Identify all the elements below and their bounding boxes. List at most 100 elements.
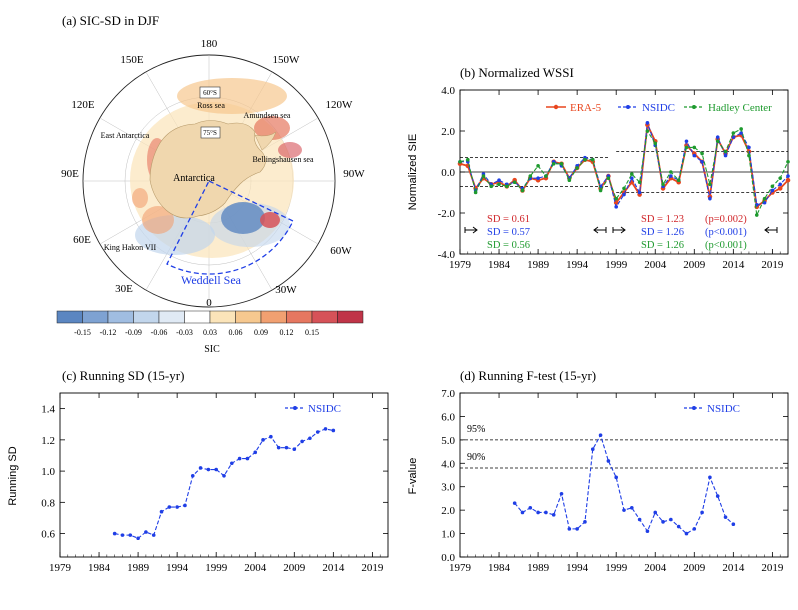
data-point bbox=[785, 177, 791, 183]
lon-label: 30W bbox=[275, 284, 297, 296]
colorbar-swatch bbox=[286, 310, 313, 324]
data-point bbox=[731, 131, 736, 135]
data-point bbox=[308, 436, 312, 441]
data-point bbox=[183, 503, 187, 508]
data-point bbox=[723, 153, 728, 158]
y-tick-label: 4.0 bbox=[441, 458, 455, 470]
lon-label: 90E bbox=[61, 168, 79, 180]
panel-c-legend: NSIDC bbox=[285, 403, 341, 415]
data-point bbox=[661, 182, 665, 187]
data-point bbox=[559, 491, 564, 496]
data-point bbox=[606, 176, 611, 180]
data-point bbox=[614, 205, 618, 209]
p-value-nsidc: (p<0.001) bbox=[705, 227, 747, 238]
x-tick-label: 1989 bbox=[527, 259, 550, 271]
data-point bbox=[120, 533, 125, 537]
data-point bbox=[159, 509, 164, 514]
data-point bbox=[269, 434, 273, 439]
panel-a-title: (a) SIC-SD in DJF bbox=[62, 13, 159, 28]
lat-label-60s: 60°S bbox=[203, 89, 217, 97]
data-point bbox=[190, 473, 195, 478]
data-point bbox=[653, 141, 658, 146]
data-point bbox=[762, 196, 767, 201]
lon-label: 90W bbox=[343, 168, 365, 180]
panel-b-ylabel: Normalized SIE bbox=[407, 134, 419, 210]
x-tick-label: 2004 bbox=[244, 562, 267, 574]
y-tick-label: -4.0 bbox=[438, 249, 456, 261]
data-point bbox=[206, 467, 211, 472]
lon-label: 120W bbox=[326, 99, 354, 111]
map-content bbox=[83, 55, 335, 307]
panel-d-legend: NSIDC bbox=[684, 403, 740, 415]
y-tick-label: 5.0 bbox=[441, 435, 455, 447]
x-tick-label: 2004 bbox=[644, 259, 667, 271]
data-point bbox=[544, 174, 548, 178]
x-tick-label: 1979 bbox=[49, 562, 72, 574]
data-point bbox=[708, 196, 712, 201]
data-point bbox=[112, 531, 117, 536]
x-tick-label: 1984 bbox=[488, 259, 511, 271]
x-tick-label: 2009 bbox=[683, 562, 706, 574]
legend-marker bbox=[553, 104, 559, 110]
data-point bbox=[551, 162, 556, 166]
legend-marker bbox=[293, 406, 297, 410]
x-tick-label: 1979 bbox=[449, 562, 472, 574]
x-tick-label: 2004 bbox=[644, 562, 667, 574]
peninsula bbox=[254, 131, 277, 151]
y-tick-label: 7.0 bbox=[441, 388, 455, 400]
panel-c-ylabel: Running SD bbox=[7, 446, 19, 505]
period-markers bbox=[464, 226, 778, 234]
panel-d-title: (d) Running F-test (15-yr) bbox=[460, 368, 596, 383]
data-point bbox=[637, 517, 642, 522]
y-tick-label: 2.0 bbox=[441, 505, 455, 517]
colorbar-tick-label: 0.15 bbox=[305, 328, 319, 337]
data-point bbox=[590, 447, 595, 452]
data-point bbox=[684, 145, 689, 150]
legend-nsidc-c: NSIDC bbox=[308, 403, 341, 415]
panel-d-ylabel: F-value bbox=[407, 458, 419, 495]
data-point bbox=[630, 506, 634, 510]
weddell-sea-sector bbox=[166, 180, 294, 275]
data-point bbox=[747, 145, 751, 150]
data-point bbox=[128, 533, 133, 537]
data-point bbox=[676, 178, 681, 182]
data-point bbox=[762, 200, 767, 205]
colorbar-tick-label: 0.06 bbox=[229, 328, 243, 337]
data-point bbox=[536, 176, 540, 180]
data-point bbox=[512, 180, 517, 185]
colorbar-swatch bbox=[260, 310, 287, 324]
y-tick-label: 0.6 bbox=[41, 529, 55, 541]
data-point bbox=[222, 473, 226, 478]
data-point bbox=[245, 456, 250, 461]
lon-label: 30E bbox=[115, 283, 133, 295]
amundsen-label: Amundsen sea bbox=[244, 111, 291, 120]
colorbar-tick-label: 0.03 bbox=[203, 328, 217, 337]
series-line-nsidc bbox=[114, 428, 334, 539]
lon-label: 60W bbox=[330, 245, 352, 257]
x-tick-label: 2009 bbox=[283, 562, 306, 574]
data-point bbox=[630, 176, 634, 180]
y-tick-label: 0.0 bbox=[441, 167, 455, 179]
data-point bbox=[512, 501, 517, 505]
data-point bbox=[692, 527, 697, 531]
data-point bbox=[708, 182, 712, 187]
data-point bbox=[144, 530, 148, 534]
ref-label-90: 90% bbox=[467, 452, 485, 463]
data-point bbox=[575, 166, 579, 170]
y-tick-label: 4.0 bbox=[441, 85, 455, 97]
y-tick-label: 1.4 bbox=[41, 404, 55, 416]
data-point bbox=[700, 510, 704, 515]
data-point bbox=[622, 192, 626, 197]
colorbar-swatch bbox=[158, 310, 185, 324]
data-point bbox=[637, 190, 642, 195]
x-tick-label: 1999 bbox=[605, 562, 628, 574]
x-tick-label: 1999 bbox=[205, 562, 228, 574]
data-point bbox=[497, 182, 501, 187]
bellingshausen-label: Bellingshausen sea bbox=[252, 155, 314, 164]
data-point bbox=[786, 159, 790, 164]
legend-marker bbox=[626, 105, 630, 109]
colorbar: -0.15 -0.12 -0.09 -0.06 -0.03 0.03 0.06 0.09 0.1… bbox=[56, 310, 364, 337]
data-point bbox=[676, 524, 681, 529]
data-point bbox=[723, 149, 728, 154]
